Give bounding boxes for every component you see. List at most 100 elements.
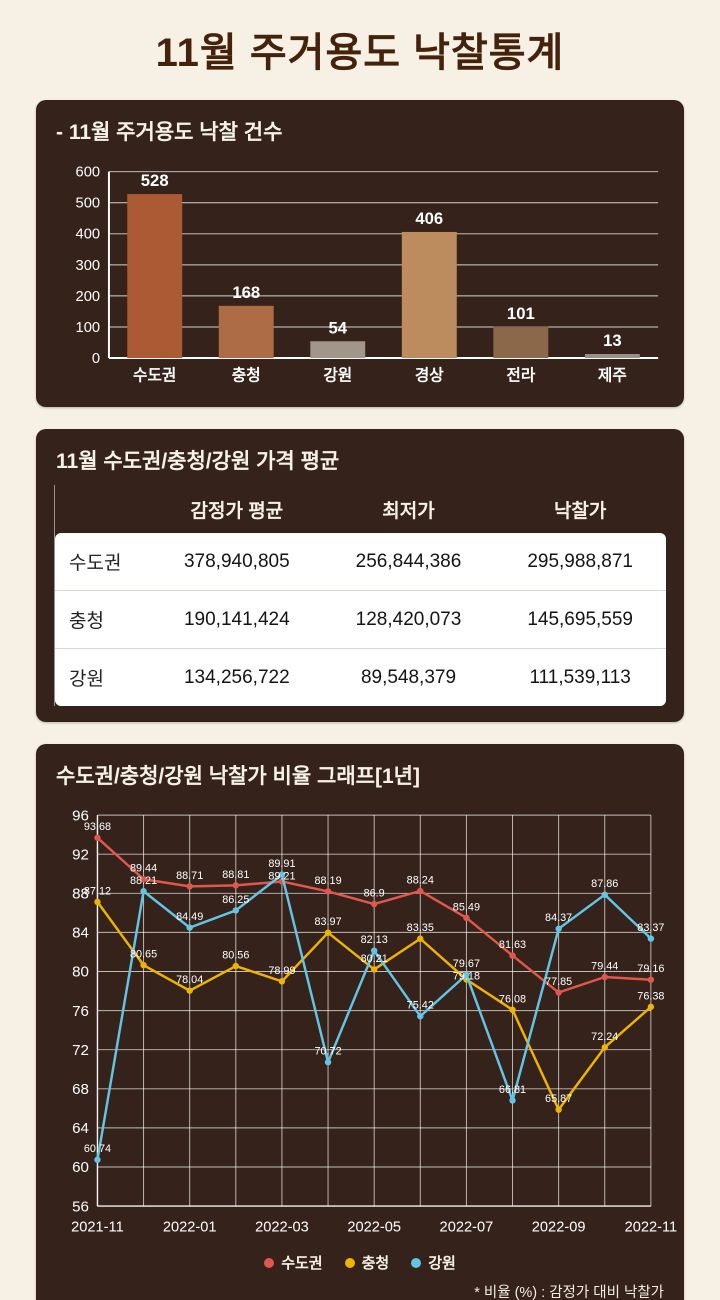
point-value-label: 86.25 [222, 894, 249, 906]
bar-value-label: 13 [603, 331, 622, 350]
line-y-tick-label: 92 [72, 847, 89, 864]
table-row-label: 수도권 [69, 553, 122, 575]
bar-value-label: 54 [329, 318, 348, 337]
table-cell: 295,988,871 [527, 550, 633, 572]
point-value-label: 76.38 [637, 991, 664, 1003]
table-cell: 378,940,805 [183, 550, 290, 572]
point-value-label: 79.44 [591, 961, 618, 973]
series-point-충청 [647, 1004, 655, 1011]
legend-dot-icon [344, 1257, 355, 1268]
legend-label: 충청 [361, 1255, 390, 1273]
table-header-cell: 감정가 평균 [190, 500, 284, 522]
line-x-tick-label: 2021-11 [71, 1220, 124, 1236]
table-row-label: 충청 [69, 611, 104, 633]
bar-y-tick-label: 200 [76, 289, 101, 305]
point-value-label: 79.18 [453, 971, 480, 983]
point-value-label: 85.49 [453, 902, 480, 914]
page-title: 11월 주거용도 낙찰통계 [155, 31, 565, 75]
bar-y-tick-label: 0 [92, 351, 100, 367]
series-point-수도권 [647, 976, 655, 984]
chart-legend: 수도권 충청 강원 [54, 1252, 666, 1273]
bar-chart: 0 100 200 300 400 500 600 528 수도권 168 충청 54 강원 406 경상 1… [76, 165, 659, 385]
series-point-수도권 [140, 876, 147, 883]
bar-category-label: 경상 [415, 367, 444, 385]
bar-y-tick-label: 100 [76, 320, 101, 336]
point-value-label: 75.42 [407, 1000, 434, 1012]
point-value-label: 83.35 [407, 923, 434, 935]
line-chart: 56 60 64 68 72 76 80 84 88 92 96 2021-11 2022-01 2022… [71, 808, 677, 1236]
point-value-label: 60.74 [84, 1144, 111, 1156]
bar-value-label: 168 [232, 283, 260, 302]
bar-category-label: 수도권 [133, 366, 176, 385]
point-value-label: 93.68 [84, 822, 111, 834]
line-y-tick-label: 84 [72, 925, 89, 942]
point-value-label: 79.67 [453, 959, 480, 971]
table-cell: 190,141,424 [183, 608, 290, 630]
table-cell: 128,420,073 [355, 608, 462, 630]
series-point-수도권 [186, 883, 193, 890]
bar-chart-title: - 11월 주거용도 낙찰 건수 [56, 121, 283, 144]
table-header-cell: 최저가 [382, 500, 435, 522]
legend-dot-icon [411, 1257, 422, 1268]
bar-y-tick-label: 300 [76, 258, 101, 274]
bar-강원 [310, 341, 366, 359]
bar-y-tick-label: 400 [76, 227, 101, 243]
legend-item-수도권: 수도권 [264, 1252, 323, 1273]
series-point-수도권 [463, 915, 470, 922]
series-point-충청 [509, 1006, 516, 1014]
line-x-tick-label: 2022-05 [347, 1220, 401, 1236]
table-row: 충청 190,141,424 128,420,073 145,695,559 [55, 591, 666, 650]
bar-value-label: 101 [507, 304, 535, 323]
bar-y-tick-label: 500 [76, 196, 101, 212]
line-y-tick-label: 68 [72, 1081, 89, 1098]
point-value-label: 79.16 [637, 964, 664, 976]
point-value-label: 88.19 [314, 875, 341, 887]
point-value-label: 86.9 [364, 888, 385, 900]
line-x-tick-label: 2022-01 [163, 1220, 217, 1236]
point-value-label: 87.86 [591, 878, 618, 890]
series-point-강원 [509, 1097, 516, 1105]
series-point-강원 [647, 935, 655, 943]
series-point-수도권 [601, 974, 608, 981]
series-point-강원 [94, 1156, 101, 1164]
bar-충청 [218, 305, 274, 359]
line-y-tick-label: 72 [72, 1042, 89, 1059]
bar-category-label: 충청 [232, 366, 261, 385]
price-table-title: 11월 수도권/충청/강원 가격 평균 [56, 450, 340, 474]
panel-price-average: 11월 수도권/충청/강원 가격 평균 감정가 평균 최저가 낙찰가 수도권 378,… [36, 429, 684, 723]
bar-y-tick-label: 600 [76, 165, 101, 181]
line-y-tick-label: 56 [72, 1199, 89, 1216]
point-value-label: 77.85 [545, 976, 572, 988]
bar-value-label: 528 [141, 171, 169, 190]
point-value-label: 89.44 [130, 863, 157, 875]
point-value-label: 88.81 [222, 869, 249, 881]
table-header-row: 감정가 평균 최저가 낙찰가 [55, 485, 666, 533]
series-point-강원 [140, 888, 147, 895]
legend-item-강원: 강원 [411, 1252, 456, 1273]
legend-dot-icon [264, 1257, 275, 1268]
point-value-label: 84.49 [176, 911, 203, 923]
line-x-tick-label: 2022-07 [440, 1220, 494, 1236]
line-y-tick-label: 96 [72, 808, 89, 825]
bar-제주 [584, 353, 640, 359]
line-x-tick-label: 2022-09 [532, 1220, 586, 1236]
series-point-충청 [278, 978, 286, 985]
point-value-label: 70.72 [314, 1046, 341, 1058]
bar-경상 [401, 231, 457, 359]
point-value-label: 76.08 [499, 994, 526, 1006]
series-point-충청 [94, 899, 101, 906]
point-value-label: 82.13 [361, 935, 388, 947]
series-point-강원 [186, 924, 193, 932]
point-value-label: 72.24 [591, 1031, 618, 1043]
series-point-강원 [417, 1013, 424, 1020]
series-point-수도권 [509, 952, 516, 960]
line-x-tick-label: 2022-03 [255, 1220, 309, 1236]
line-y-tick-label: 64 [72, 1120, 89, 1137]
table-cell: 134,256,722 [183, 666, 290, 688]
point-value-label: 83.97 [314, 917, 341, 929]
series-point-충청 [186, 987, 193, 995]
legend-label: 강원 [428, 1255, 456, 1273]
table-row: 수도권 378,940,805 256,844,386 295,988,871 [55, 533, 666, 592]
panel-auction-count: - 11월 주거용도 낙찰 건수 0 100 200 300 400 500 600 528 수… [36, 100, 684, 408]
